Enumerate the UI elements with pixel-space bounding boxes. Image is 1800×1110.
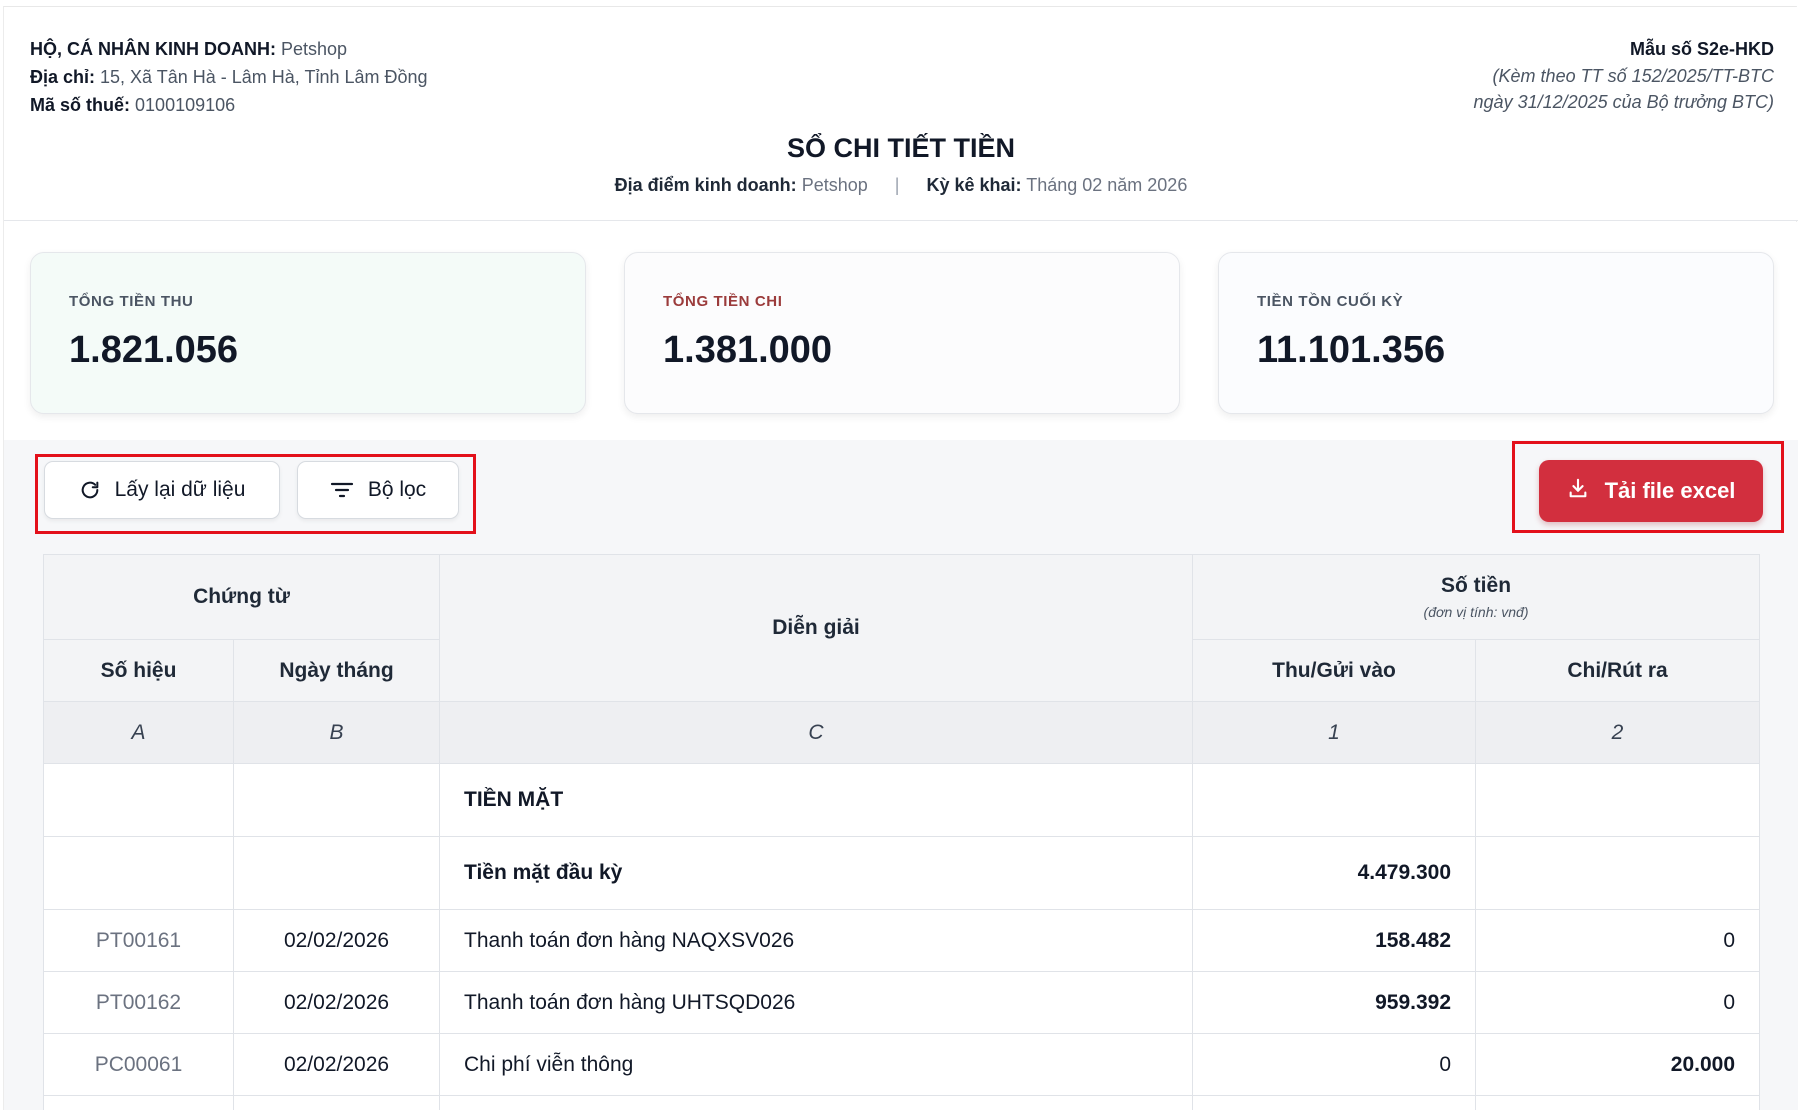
ending-balance-label: TIỀN TỒN CUỐI KỲ <box>1257 293 1404 310</box>
form-info: Mẫu số S2e-HKD (Kèm theo TT số 152/2025/… <box>1474 35 1774 115</box>
report-header: HỘ, CÁ NHÂN KINH DOANH: Petshop Địa chỉ:… <box>4 7 1798 221</box>
opening-balance-row: Tiền mặt đầu kỳ 4.479.300 <box>43 836 1761 910</box>
total-expense-card: TỔNG TIỀN CHI 1.381.000 <box>624 252 1180 414</box>
table-row <box>43 1095 1761 1110</box>
voucher-header: Chứng từ <box>42 554 441 640</box>
voucher-code: PC00061 <box>43 1033 234 1096</box>
period-value: Tháng 02 năm 2026 <box>1026 175 1188 195</box>
action-toolbar: Lấy lại dữ liệu Bộ lọc Tải file <box>4 440 1798 540</box>
form-note-2: ngày 31/12/2025 của Bộ trưởng BTC) <box>1473 92 1774 112</box>
opening-balance-label: Tiền mặt đầu kỳ <box>439 836 1194 910</box>
amount-out: 0 <box>1475 971 1761 1034</box>
filter-icon <box>330 480 354 500</box>
total-expense-label: TỔNG TIỀN CHI <box>663 293 783 310</box>
period-label: Kỳ kê khai: <box>926 175 1022 195</box>
voucher-description: Thanh toán đơn hàng NAQXSV026 <box>439 909 1194 972</box>
total-income-card: TỔNG TIỀN THU 1.821.056 <box>30 252 586 414</box>
excel-action-highlight <box>1512 441 1784 533</box>
location-label: Địa điểm kinh doanh: <box>614 175 797 195</box>
page-title: SỔ CHI TIẾT TIỀN <box>786 133 1015 163</box>
header-row-2: Số hiệu Ngày tháng Thu/Gửi vào Chi/Rút r… <box>43 639 1761 702</box>
voucher-date: 02/02/2026 <box>232 909 441 972</box>
amount-in: 158.482 <box>1192 909 1477 972</box>
summary-cards: TỔNG TIỀN THU 1.821.056 TỔNG TIỀN CHI 1.… <box>4 222 1798 440</box>
report-subtitle: Địa điểm kinh doanh: Petshop | Kỳ kê kha… <box>4 175 1798 196</box>
column-index-row: A B C 1 2 <box>43 701 1761 764</box>
code-header: Số hiệu <box>43 639 234 702</box>
business-value: Petshop <box>281 39 348 59</box>
voucher-code: PT00161 <box>43 909 234 972</box>
voucher-date: 02/02/2026 <box>232 1033 441 1096</box>
description-header: Diễn giải <box>439 554 1194 702</box>
tax-line: Mã số thuế: 0100109106 <box>30 91 428 119</box>
section-title: TIỀN MẶT <box>439 763 1194 837</box>
index-2: 2 <box>1475 701 1761 764</box>
index-b: B <box>232 701 441 764</box>
in-header: Thu/Gửi vào <box>1192 639 1477 702</box>
subtitle-separator: | <box>894 175 900 195</box>
cash-ledger-table: Chứng từ Diễn giải Số tiền (đơn vị tính:… <box>42 554 1761 1110</box>
table-row: PT00162 02/02/2026 Thanh toán đơn hàng U… <box>43 971 1761 1034</box>
date-header: Ngày tháng <box>232 639 441 702</box>
index-1: 1 <box>1192 701 1477 764</box>
table-row: PT00161 02/02/2026 Thanh toán đơn hàng N… <box>43 909 1761 972</box>
left-actions-highlight <box>35 454 476 534</box>
refresh-icon <box>79 479 101 501</box>
total-income-value: 1.821.056 <box>69 329 239 371</box>
index-a: A <box>43 701 234 764</box>
table-row: PC00061 02/02/2026 Chi phí viễn thông 0 … <box>43 1033 1761 1096</box>
out-header: Chi/Rút ra <box>1475 639 1761 702</box>
opening-balance-value: 4.479.300 <box>1192 836 1477 910</box>
filter-button[interactable]: Bộ lọc <box>297 461 459 519</box>
location-value: Petshop <box>801 175 868 195</box>
voucher-code: PT00162 <box>43 971 234 1034</box>
header-row-1: Chứng từ Diễn giải Số tiền (đơn vị tính:… <box>42 554 1761 702</box>
filter-label: Bộ lọc <box>367 478 427 501</box>
amount-out: 20.000 <box>1475 1033 1761 1096</box>
amount-in: 959.392 <box>1192 971 1477 1034</box>
business-info: HỘ, CÁ NHÂN KINH DOANH: Petshop Địa chỉ:… <box>30 35 428 119</box>
download-excel-button[interactable]: Tải file excel <box>1539 460 1763 522</box>
download-excel-label: Tải file excel <box>1604 478 1736 503</box>
business-label: HỘ, CÁ NHÂN KINH DOANH: <box>30 39 276 59</box>
reload-data-label: Lấy lại dữ liệu <box>114 478 246 501</box>
business-name-line: HỘ, CÁ NHÂN KINH DOANH: Petshop <box>30 35 428 63</box>
report-page: HỘ, CÁ NHÂN KINH DOANH: Petshop Địa chỉ:… <box>3 6 1798 1110</box>
index-c: C <box>439 701 1194 764</box>
total-expense-value: 1.381.000 <box>663 329 833 371</box>
voucher-description: Thanh toán đơn hàng UHTSQD026 <box>439 971 1194 1034</box>
amount-in: 0 <box>1192 1033 1477 1096</box>
ledger-section: Chứng từ Diễn giải Số tiền (đơn vị tính:… <box>4 540 1798 1110</box>
amount-header: Số tiền (đơn vị tính: vnđ) <box>1192 554 1761 640</box>
tax-value: 0100109106 <box>135 95 236 115</box>
ending-balance-value: 11.101.356 <box>1257 329 1446 371</box>
amount-out: 0 <box>1475 909 1761 972</box>
address-line: Địa chỉ: 15, Xã Tân Hà - Lâm Hà, Tỉnh Lâ… <box>30 63 428 91</box>
voucher-date: 02/02/2026 <box>232 971 441 1034</box>
ending-balance-card: TIỀN TỒN CUỐI KỲ 11.101.356 <box>1218 252 1774 414</box>
total-income-label: TỔNG TIỀN THU <box>69 293 194 310</box>
address-label: Địa chỉ: <box>30 67 96 87</box>
download-icon <box>1567 477 1589 505</box>
form-number: Mẫu số S2e-HKD <box>1629 39 1774 59</box>
tax-label: Mã số thuế: <box>30 95 131 115</box>
address-value: 15, Xã Tân Hà - Lâm Hà, Tỉnh Lâm Đồng <box>100 67 428 87</box>
amount-header-label: Số tiền <box>1441 574 1512 597</box>
reload-data-button[interactable]: Lấy lại dữ liệu <box>44 461 280 519</box>
amount-unit-note: (đơn vị tính: vnđ) <box>1423 604 1529 620</box>
voucher-description: Chi phí viễn thông <box>439 1033 1194 1096</box>
section-row: TIỀN MẶT <box>43 763 1761 837</box>
form-note-1: (Kèm theo TT số 152/2025/TT-BTC <box>1492 66 1774 86</box>
